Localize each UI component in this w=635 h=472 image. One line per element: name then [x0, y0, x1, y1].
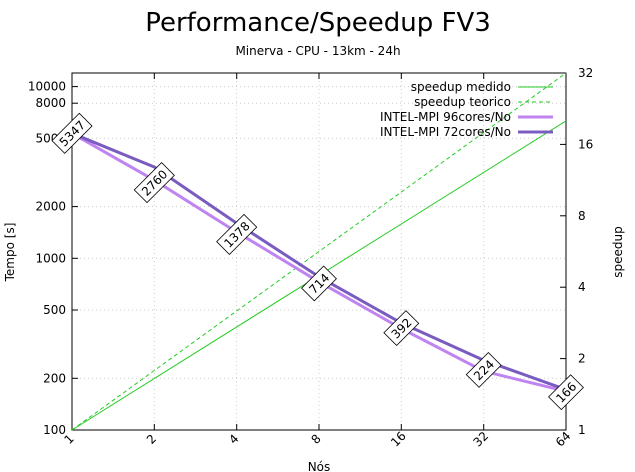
legend-label: INTEL-MPI 96cores/No [380, 110, 511, 124]
data-label-box [133, 162, 175, 204]
x-tick-label: 2 [144, 432, 159, 447]
y2-tick-label: 16 [578, 137, 593, 151]
series-line-intel-mpi-96cores-no [71, 131, 567, 393]
y-tick-label: 2000 [35, 200, 66, 214]
legend-label: speedup medido [411, 80, 511, 94]
chart-subtitle: Minerva - CPU - 13km - 24h [235, 44, 400, 58]
y2-tick-label: 8 [578, 209, 586, 223]
data-label-box [465, 351, 502, 388]
data-label: 166 [548, 374, 584, 411]
data-label-box [216, 213, 258, 255]
y2-tick-label: 1 [578, 423, 586, 437]
y-tick-label: 100 [43, 423, 66, 437]
x-tick-label: 4 [226, 432, 241, 447]
y2-tick-label: 32 [578, 66, 593, 80]
x-axis-label: Nós [308, 460, 331, 472]
y-tick-label: 200 [43, 371, 66, 385]
data-label: 1378 [216, 213, 258, 255]
y-tick-label: 10000 [28, 80, 66, 94]
legend-label: speedup teorico [414, 95, 511, 109]
x-tick-label: 64 [553, 429, 574, 450]
y-tick-label: 500 [43, 303, 66, 317]
data-label: 224 [465, 351, 502, 388]
x-tick-label: 32 [471, 429, 492, 450]
data-label-box [548, 374, 584, 411]
y-axis-label: Tempo [s] [3, 223, 17, 283]
data-label-box [301, 265, 337, 302]
y-tick-label: 1000 [35, 251, 66, 265]
y2-tick-label: 2 [578, 352, 586, 366]
legend-label: INTEL-MPI 72cores/No [380, 125, 511, 139]
x-tick-label: 8 [309, 432, 324, 447]
y2-tick-label: 4 [578, 280, 586, 294]
axis-ticks: 1 2 4 8 16 32 64100200500100020005000800010000… [28, 66, 593, 450]
data-label-box [383, 310, 420, 347]
y-tick-label: 8000 [35, 96, 66, 110]
y2-axis-label: speedup [611, 226, 625, 277]
x-tick-label: 16 [388, 429, 409, 450]
chart-title: Performance/Speedup FV3 [145, 8, 491, 38]
series-line-speedup-teorico [71, 72, 567, 431]
data-label: 714 [301, 265, 337, 302]
data-label-box [51, 112, 93, 154]
data-label: 2760 [133, 162, 175, 204]
